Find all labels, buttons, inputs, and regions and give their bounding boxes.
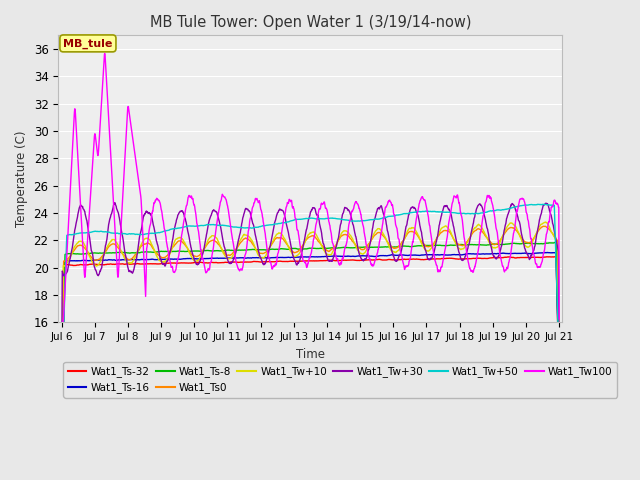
Text: MB_tule: MB_tule (63, 38, 113, 48)
Y-axis label: Temperature (C): Temperature (C) (15, 131, 28, 227)
Title: MB Tule Tower: Open Water 1 (3/19/14-now): MB Tule Tower: Open Water 1 (3/19/14-now… (150, 15, 471, 30)
X-axis label: Time: Time (296, 348, 325, 361)
Legend: Wat1_Ts-32, Wat1_Ts-16, Wat1_Ts-8, Wat1_Ts0, Wat1_Tw+10, Wat1_Tw+30, Wat1_Tw+50,: Wat1_Ts-32, Wat1_Ts-16, Wat1_Ts-8, Wat1_… (63, 362, 617, 397)
